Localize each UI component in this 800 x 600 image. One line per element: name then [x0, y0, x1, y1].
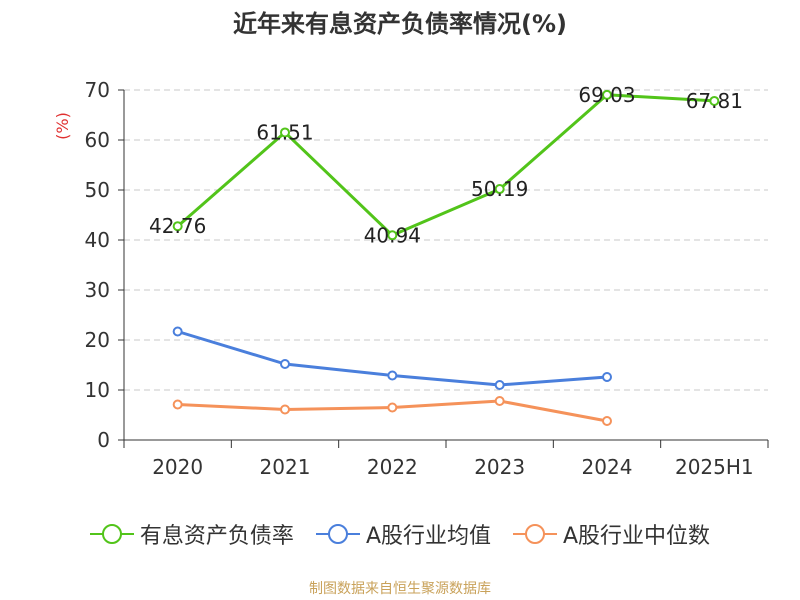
grid — [124, 89, 768, 391]
y-tick-label: 60 — [85, 128, 110, 152]
data-point[interactable] — [709, 95, 720, 106]
legend-swatch-marker — [327, 524, 348, 544]
data-point[interactable] — [387, 230, 398, 241]
data-point[interactable] — [280, 127, 290, 138]
data-point[interactable] — [602, 416, 612, 426]
y-tick-label: 10 — [85, 378, 110, 402]
legend: 有息资产负债率 A股行业均值 A股行业中位数 — [0, 518, 800, 550]
legend-swatch-marker — [525, 524, 545, 544]
x-tick-label: 2022 — [367, 455, 418, 479]
axes: 0 10 20 30 40 50 60 70 2020 2021 2022 2023 2024 2025H… — [85, 78, 769, 479]
legend-swatch — [513, 524, 557, 544]
x-tick-label: 2023 — [474, 455, 525, 479]
data-point[interactable] — [172, 221, 183, 232]
legend-label: A股行业均值 — [365, 524, 491, 549]
data-point[interactable] — [494, 396, 505, 406]
legend-item-industry-median[interactable]: A股行业中位数 — [513, 518, 710, 550]
data-labels: 42.76 61.51 40.94 50.19 69.03 67.81 — [149, 83, 743, 247]
data-point[interactable] — [494, 184, 505, 195]
data-point[interactable] — [172, 326, 183, 337]
y-axis-label: (%) — [53, 112, 72, 140]
data-point[interactable] — [602, 89, 612, 100]
legend-item-interest-bearing-debt-ratio[interactable]: 有息资产负债率 — [89, 518, 294, 550]
x-tick-label: 2024 — [582, 455, 633, 479]
data-point[interactable] — [387, 370, 398, 381]
data-point[interactable] — [494, 380, 505, 390]
data-point[interactable] — [172, 399, 183, 410]
y-tick-label: 30 — [85, 278, 110, 302]
data-point[interactable] — [387, 402, 398, 413]
y-tick-label: 70 — [85, 78, 110, 102]
data-label: 50.19 — [471, 177, 528, 201]
legend-item-industry-mean[interactable]: A股行业均值 — [315, 518, 491, 550]
y-tick-label: 40 — [85, 228, 110, 252]
legend-swatch — [315, 524, 360, 544]
legend-swatch — [89, 524, 134, 544]
data-label: 42.76 — [149, 214, 206, 238]
x-tick-label: 2021 — [260, 455, 311, 479]
data-point[interactable] — [280, 404, 290, 415]
y-tick-label: 20 — [85, 328, 110, 352]
x-tick-label: 2025H1 — [675, 455, 754, 479]
data-point[interactable] — [280, 359, 290, 369]
legend-label: A股行业中位数 — [563, 524, 711, 549]
y-tick-label: 50 — [85, 178, 110, 202]
source-note: 制图数据来自恒生聚源数据库 — [309, 581, 491, 597]
data-label: 61.51 — [256, 120, 313, 144]
legend-label: 有息资产负债率 — [139, 524, 294, 549]
chart-title: 近年来有息资产负债率情况(%) — [233, 10, 567, 38]
series-layer — [172, 89, 720, 426]
data-label: 67.81 — [686, 89, 743, 113]
legend-swatch-marker — [101, 524, 122, 544]
data-label: 69.03 — [578, 83, 635, 107]
y-tick-label: 0 — [97, 428, 110, 452]
data-point[interactable] — [602, 372, 612, 382]
x-tick-label: 2020 — [152, 455, 203, 479]
series-line — [176, 93, 715, 237]
data-label: 40.94 — [364, 223, 421, 247]
